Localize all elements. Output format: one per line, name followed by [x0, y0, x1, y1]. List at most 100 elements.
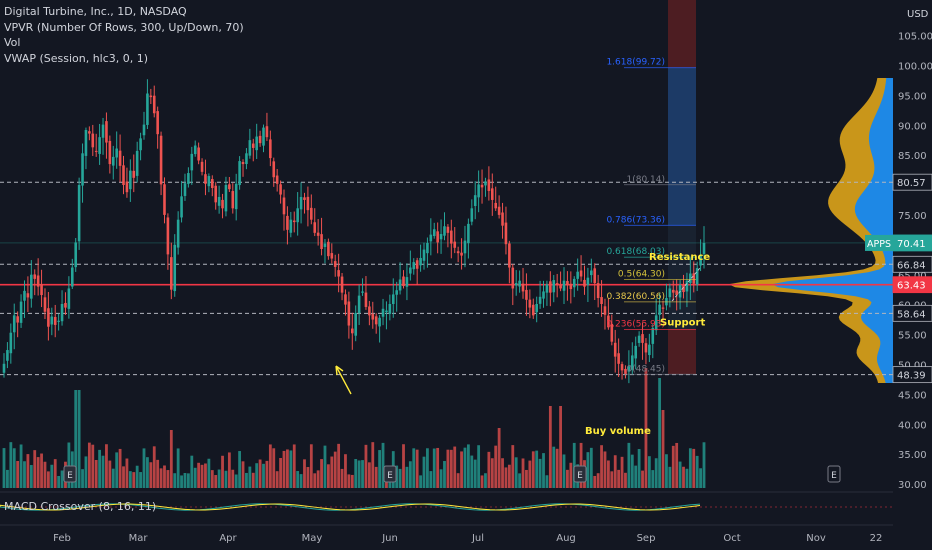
- candle-body: [487, 179, 491, 191]
- volume-bar: [272, 448, 276, 488]
- y-tick-label: 100.00: [898, 62, 932, 73]
- volume-bar: [347, 474, 351, 488]
- volume-bar: [94, 460, 98, 488]
- resistance-label[interactable]: Resistance: [649, 252, 710, 263]
- candle-body: [330, 253, 334, 259]
- candle-body: [477, 184, 480, 198]
- candle-body: [70, 267, 74, 287]
- target-zone: [668, 67, 696, 226]
- volume-bar: [87, 442, 91, 488]
- candle-body: [217, 196, 221, 206]
- volume-bar: [518, 473, 522, 488]
- volume-bar: [245, 472, 248, 488]
- candle-body: [207, 176, 211, 187]
- buy-volume-label[interactable]: Buy volume: [585, 426, 651, 437]
- candle-body: [443, 226, 446, 236]
- candle-body: [33, 274, 37, 279]
- volume-indicator-label[interactable]: Vol: [4, 36, 21, 49]
- candle-body: [607, 315, 610, 328]
- fib-levels: 1.618(99.72) 1(80.14) 0.786(73.36) 0.618(68…: [606, 58, 696, 375]
- volume-bar: [149, 462, 153, 488]
- projection-path: [671, 267, 701, 302]
- volume-bar: [262, 463, 265, 488]
- volume-bar: [566, 469, 569, 488]
- volume-bar: [163, 465, 166, 488]
- candle-body: [480, 184, 484, 188]
- volume-bar: [36, 457, 40, 488]
- volume-bar: [426, 448, 429, 488]
- volume-bar: [29, 465, 33, 488]
- candle-body: [490, 188, 494, 200]
- fib-level-label: 1(80.14): [626, 175, 665, 185]
- candle-body: [88, 131, 91, 134]
- price-axis[interactable]: USD30.0035.0040.0045.0050.0055.0060.0065…: [865, 0, 932, 550]
- candle-body: [566, 281, 569, 286]
- earnings-icon[interactable]: E: [63, 465, 77, 483]
- candle-body: [583, 279, 586, 287]
- earnings-icon[interactable]: E: [383, 465, 397, 483]
- volume-bar: [555, 448, 559, 488]
- chart-legend: Digital Turbine, Inc., 1D, NASDAQ VPVR (…: [4, 4, 244, 66]
- volume-bar: [279, 457, 282, 488]
- candle-body: [504, 222, 508, 245]
- y-tick-label: 30.00: [898, 480, 927, 491]
- candle-body: [303, 197, 306, 200]
- candle-body: [163, 184, 166, 215]
- candle-body: [549, 281, 552, 293]
- volume-bar: [589, 447, 593, 488]
- earnings-icon[interactable]: E: [573, 465, 587, 483]
- volume-bar: [303, 459, 306, 488]
- candle-body: [494, 202, 498, 209]
- volume-bar: [494, 445, 498, 488]
- arrow-annotation[interactable]: [335, 365, 352, 395]
- x-tick-label: Mar: [129, 533, 149, 544]
- axis-background: [893, 0, 932, 550]
- earnings-icon-box: [383, 465, 397, 483]
- support-label[interactable]: Support: [660, 318, 705, 329]
- volume-bar: [357, 460, 361, 488]
- volume-bar: [630, 454, 634, 488]
- volume-bar: [268, 444, 272, 488]
- volume-bar: [292, 444, 296, 488]
- earnings-icon[interactable]: E: [827, 465, 841, 483]
- candle-body: [30, 274, 33, 299]
- candle-body: [641, 334, 644, 343]
- symbol-title[interactable]: Digital Turbine, Inc., 1D, NASDAQ: [4, 5, 187, 18]
- candle-body: [518, 280, 521, 287]
- volume-bar: [634, 465, 638, 488]
- time-axis[interactable]: Feb Mar Apr May Jun Jul Aug Sep Oct Nov 22: [0, 524, 893, 544]
- candle-body: [221, 199, 224, 209]
- horizontal-levels: [0, 181, 893, 376]
- candle-body: [395, 290, 398, 295]
- price-label-value: 66.84: [897, 260, 926, 271]
- y-tick-label: 55.00: [898, 331, 927, 342]
- candle-body: [108, 140, 112, 165]
- volume-bar: [77, 390, 81, 488]
- volume-bar: [367, 462, 371, 488]
- candle-body: [316, 232, 320, 236]
- volume-bar: [251, 472, 255, 488]
- volume-bar: [453, 446, 457, 488]
- candle-body: [432, 229, 436, 237]
- volume-bar: [231, 469, 235, 488]
- price-label-box: [892, 234, 932, 252]
- macd-indicator-label[interactable]: MACD Crossover (8, 16, 11): [4, 500, 157, 513]
- candle-body: [412, 262, 416, 270]
- candle-body: [357, 295, 361, 313]
- volume-bar: [156, 459, 160, 488]
- candle-body: [613, 342, 617, 357]
- candle-body: [67, 288, 71, 309]
- volume-bar: [159, 468, 163, 488]
- candle-body: [149, 95, 153, 98]
- vwap-indicator-label[interactable]: VWAP (Session, hlc3, 0, 1): [4, 51, 149, 65]
- volume-bar: [436, 447, 440, 488]
- candle-body: [699, 254, 702, 266]
- volume-bar: [487, 451, 491, 488]
- volume-bar: [108, 460, 112, 488]
- candle-body: [436, 231, 439, 243]
- vpvr-indicator-label[interactable]: VPVR (Number Of Rows, 300, Up/Down, 70): [4, 20, 244, 34]
- volume-bar: [2, 448, 6, 488]
- volume-bar: [74, 390, 78, 488]
